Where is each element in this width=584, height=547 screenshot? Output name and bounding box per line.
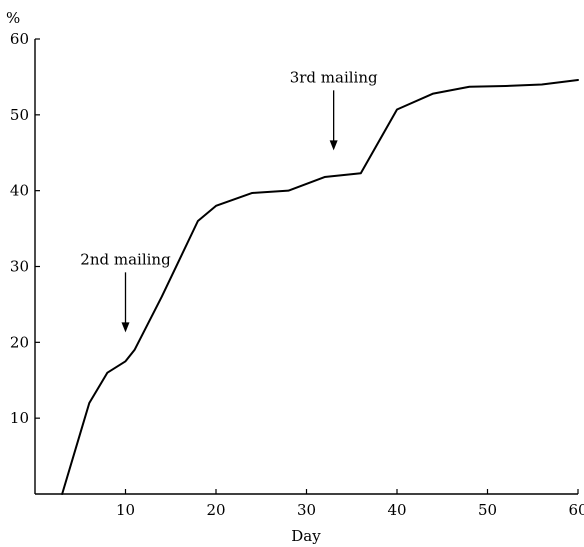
y-tick-label: 60 (10, 30, 29, 48)
chart-annotations: 2nd mailing 3rd mailing (80, 68, 378, 333)
y-tick-label: 40 (10, 182, 29, 200)
annotation-label: 3rd mailing (290, 68, 378, 86)
x-tick-label: 20 (206, 501, 225, 519)
x-axis-label: Day (291, 527, 321, 545)
x-tick-label: 10 (116, 501, 135, 519)
annotation-arrowhead (121, 322, 130, 333)
annotation-label: 2nd mailing (80, 250, 171, 268)
annotation-arrowhead (329, 140, 338, 151)
y-tick-label: 50 (10, 106, 29, 124)
cumulative-response-line (61, 78, 579, 495)
x-tick-label: 50 (478, 501, 497, 519)
axis-ticks: 10 20 30 40 50 60 10 20 30 40 50 60 (10, 30, 584, 519)
y-tick-label: 30 (10, 258, 29, 276)
y-axis-label: % (6, 9, 20, 27)
chart-series (61, 78, 579, 495)
x-tick-label: 60 (568, 501, 584, 519)
x-tick-label: 30 (297, 501, 316, 519)
y-tick-label: 20 (10, 333, 29, 351)
x-tick-label: 40 (387, 501, 406, 519)
y-tick-label: 10 (10, 409, 29, 427)
